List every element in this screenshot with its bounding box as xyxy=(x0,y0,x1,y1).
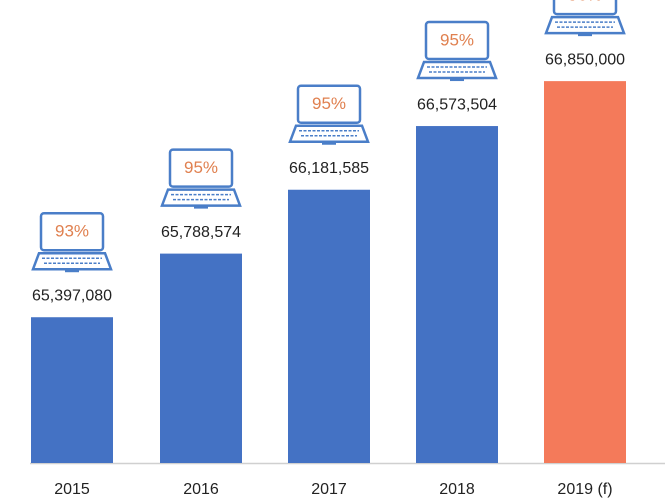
laptop-icon xyxy=(544,0,626,37)
laptop-screen xyxy=(296,84,362,124)
bar xyxy=(544,81,626,463)
laptop-icon xyxy=(31,211,113,273)
laptop-pad xyxy=(194,205,208,209)
laptop-icon xyxy=(416,20,498,82)
laptop-screen xyxy=(552,0,618,16)
value-label: 66,181,585 xyxy=(289,160,369,177)
percentage-label: 95% xyxy=(184,158,218,177)
x-tick-label: 2016 xyxy=(183,481,219,498)
laptop-icon xyxy=(160,148,242,209)
laptop-screen xyxy=(39,211,105,252)
laptop-screen xyxy=(424,20,490,61)
laptop-pad xyxy=(450,78,464,82)
percentage-label: 95% xyxy=(440,31,474,50)
laptop-pad xyxy=(65,269,79,273)
x-tick-label: 2015 xyxy=(54,481,90,498)
bar xyxy=(160,253,242,463)
laptop-keyboard xyxy=(544,15,626,35)
laptop-keyboard xyxy=(31,251,113,271)
percentage-label: 96% xyxy=(568,0,602,5)
laptop-keyboard xyxy=(416,60,498,80)
value-label: 66,850,000 xyxy=(545,51,625,68)
bar xyxy=(31,317,113,463)
laptop-icon xyxy=(288,84,370,145)
laptop-screen xyxy=(168,148,234,188)
value-label: 66,573,504 xyxy=(417,96,497,113)
bar xyxy=(416,126,498,463)
x-tick-label: 2017 xyxy=(311,481,347,498)
laptop-pad xyxy=(322,141,336,145)
laptop-keyboard xyxy=(288,124,370,143)
x-tick-label: 2018 xyxy=(439,481,475,498)
laptop-keyboard xyxy=(160,188,242,207)
value-label: 65,397,080 xyxy=(32,287,112,304)
x-tick-label: 2019 (f) xyxy=(557,481,612,498)
percentage-label: 93% xyxy=(55,222,89,241)
percentage-label: 95% xyxy=(312,94,346,113)
laptop-pad xyxy=(578,33,592,37)
value-label: 65,788,574 xyxy=(161,224,241,241)
bar xyxy=(288,189,370,463)
